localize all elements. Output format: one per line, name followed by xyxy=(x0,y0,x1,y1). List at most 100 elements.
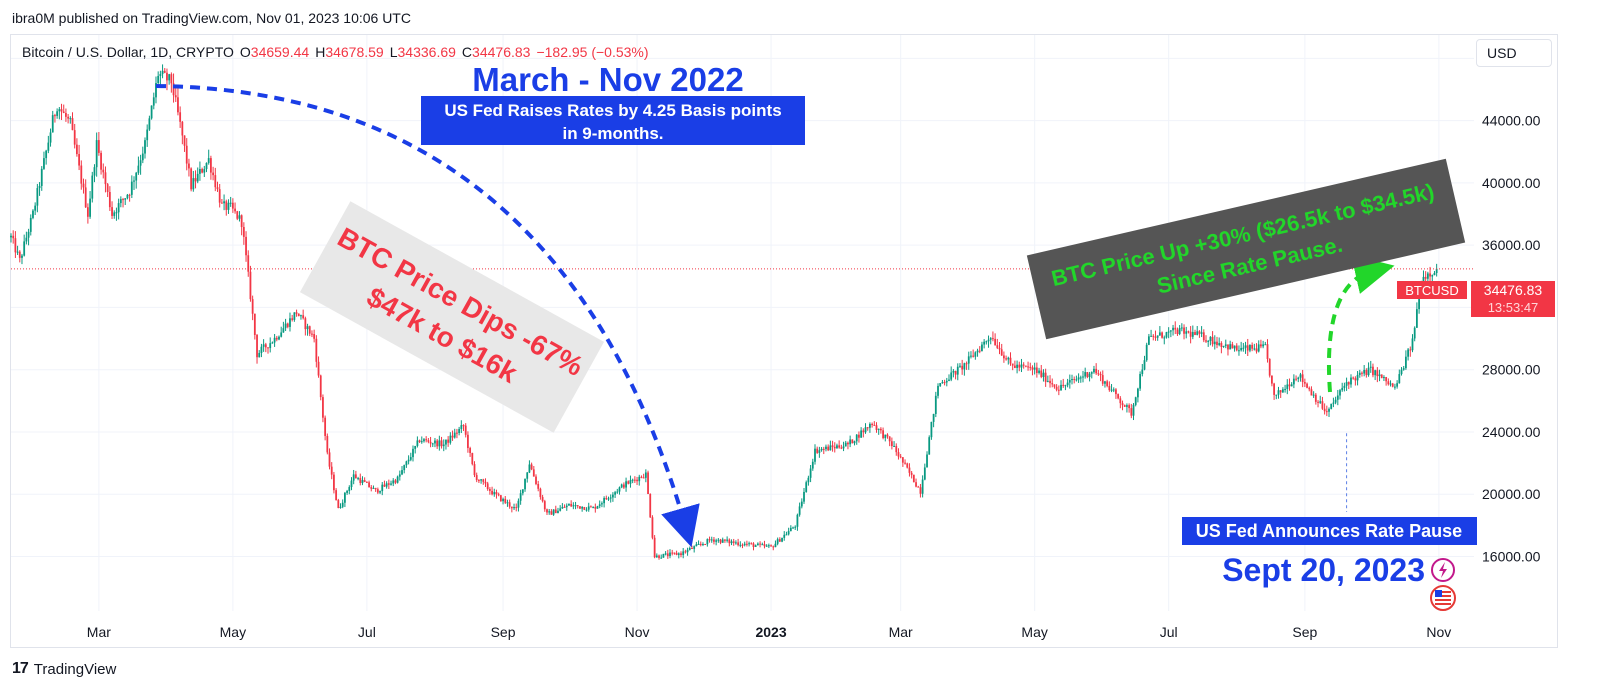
candle-body xyxy=(117,203,120,213)
candle-body xyxy=(398,474,401,477)
candle-body xyxy=(1007,357,1010,360)
candle-body xyxy=(1147,336,1150,345)
candle-body xyxy=(1176,329,1179,335)
candle-body xyxy=(354,474,357,479)
dip-arrow xyxy=(155,84,700,548)
candle-body xyxy=(732,541,735,543)
candle-body xyxy=(537,483,540,489)
candle-body xyxy=(1082,376,1084,378)
candle-body xyxy=(724,539,726,541)
candle-body xyxy=(183,135,186,146)
candle-body xyxy=(80,165,83,184)
candle-body xyxy=(1075,379,1078,381)
candle-body xyxy=(937,385,939,396)
candle-body xyxy=(62,111,65,113)
x-tick-label: May xyxy=(220,624,246,640)
candle-body xyxy=(978,350,981,352)
candle-body xyxy=(638,476,641,482)
symbol-legend: Bitcoin / U.S. Dollar, 1D, CRYPTO O34659.… xyxy=(22,44,649,60)
candle-body xyxy=(47,142,50,151)
x-tick-label: Nov xyxy=(1426,624,1451,640)
candle-body xyxy=(1093,368,1095,373)
candle-body xyxy=(477,480,480,482)
candle-body xyxy=(992,338,994,340)
candle-body xyxy=(1079,377,1082,379)
candle-body xyxy=(86,207,89,217)
candle-body xyxy=(383,484,386,487)
candle-body xyxy=(926,454,928,468)
candle-body xyxy=(1266,344,1269,359)
candle-body xyxy=(1084,372,1087,377)
candle-body xyxy=(234,208,236,212)
candle-body xyxy=(1172,327,1174,331)
candle-body xyxy=(1433,273,1436,276)
candle-body xyxy=(796,514,799,527)
candle-body xyxy=(1013,365,1016,368)
candle-body xyxy=(38,185,41,189)
x-tick-label: Mar xyxy=(87,624,111,640)
candle-body xyxy=(1185,331,1188,334)
candle-body xyxy=(1139,373,1142,389)
candle-body xyxy=(390,483,392,485)
candle-body xyxy=(289,318,291,327)
tradingview-logo[interactable]: 17 TradingView xyxy=(12,660,116,678)
candle-body xyxy=(816,448,819,453)
candle-body xyxy=(1257,344,1260,352)
candle-body xyxy=(803,491,805,502)
candle-body xyxy=(915,482,917,487)
candle-body xyxy=(78,154,80,166)
candle-body xyxy=(1227,344,1229,350)
candle-body xyxy=(1281,389,1284,393)
candle-body xyxy=(396,476,399,483)
candle-body xyxy=(394,480,397,483)
candle-body xyxy=(1312,394,1315,396)
candle-body xyxy=(884,434,887,439)
currency-selector[interactable]: USD xyxy=(1476,39,1552,67)
candle-body xyxy=(212,172,214,176)
candle-body xyxy=(21,255,23,258)
candle-body xyxy=(688,548,691,550)
us-flag-icon[interactable] xyxy=(1430,585,1456,611)
candle-body xyxy=(1101,375,1104,384)
candle-body xyxy=(1321,401,1324,409)
candle-body xyxy=(519,493,522,501)
candle-body xyxy=(952,370,955,373)
candle-body xyxy=(1231,344,1234,349)
candle-body xyxy=(1207,340,1210,342)
candle-body xyxy=(1071,379,1073,381)
candle-body xyxy=(416,440,419,446)
candle-body xyxy=(1018,364,1021,368)
candle-body xyxy=(370,487,373,489)
candle-body xyxy=(862,430,865,433)
candle-body xyxy=(322,397,324,418)
candle-body xyxy=(1033,367,1036,370)
candle-body xyxy=(699,543,702,545)
candle-body xyxy=(963,363,966,370)
candle-body xyxy=(225,201,228,210)
candle-body xyxy=(201,169,204,173)
candle-body xyxy=(1328,408,1330,412)
candle-body xyxy=(1422,276,1425,283)
candle-body xyxy=(475,475,478,481)
candle-body xyxy=(836,445,838,449)
y-tick-label: 36000.00 xyxy=(1482,237,1541,253)
candle-body xyxy=(510,506,513,509)
candle-body xyxy=(262,344,265,347)
candle-body xyxy=(1130,408,1133,416)
candle-body xyxy=(293,312,296,320)
candle-body xyxy=(23,241,26,256)
candle-body xyxy=(427,440,430,442)
candle-body xyxy=(822,448,825,450)
candle-body xyxy=(686,549,689,553)
candle-body xyxy=(721,539,724,543)
candle-body xyxy=(1374,370,1377,376)
candle-body xyxy=(438,440,441,447)
candle-body xyxy=(146,129,149,141)
lightning-icon[interactable] xyxy=(1431,558,1455,582)
candle-body xyxy=(12,235,15,239)
candle-body xyxy=(155,83,157,98)
candle-body xyxy=(174,95,177,98)
candle-body xyxy=(814,448,816,462)
candle-body xyxy=(1057,389,1060,391)
